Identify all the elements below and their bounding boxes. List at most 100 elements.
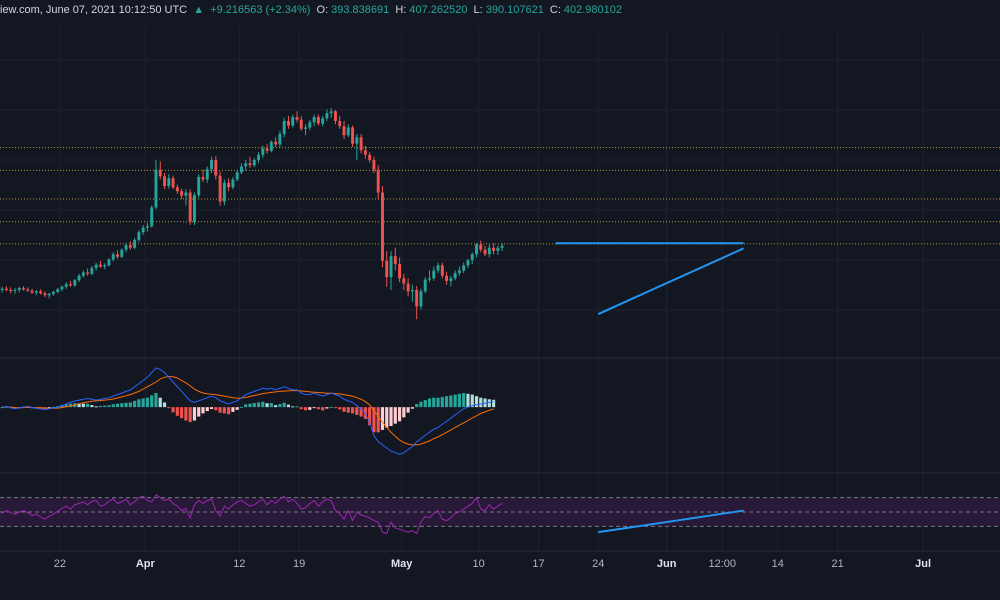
macd-histogram-bar (427, 398, 432, 408)
candle-body (34, 291, 38, 293)
macd-histogram-bar (415, 404, 419, 408)
rsi-line (1, 493, 503, 535)
macd-histogram-bar (397, 407, 402, 422)
macd-histogram-bar (51, 406, 56, 408)
macd-histogram-bar (64, 404, 68, 408)
macd-histogram-bar (457, 393, 461, 408)
macd-histogram-bar (389, 407, 393, 426)
macd-histogram-bar (359, 407, 363, 417)
macd-histogram-bar (103, 405, 107, 408)
x-tick-label: 12:00 (708, 558, 736, 570)
candle-body (103, 265, 107, 267)
candle-body (222, 182, 226, 202)
macd-histogram-bar (406, 407, 410, 413)
macd-histogram-bar (150, 395, 154, 408)
candle-body (145, 226, 149, 228)
x-tick-label: 19 (293, 558, 306, 570)
candle-body (312, 117, 316, 123)
candle-body (231, 179, 235, 188)
candle-body (98, 264, 102, 267)
macd-histogram-bar (440, 396, 444, 408)
macd-histogram-bar (402, 407, 406, 418)
macd-histogram-bar (278, 404, 282, 408)
macd-histogram-bar (192, 407, 197, 421)
candle-body (184, 192, 188, 196)
macd-histogram-bar (376, 407, 380, 433)
x-tick-label: 10 (472, 558, 485, 570)
candle-body (440, 265, 444, 276)
macd-histogram-bar (436, 397, 440, 408)
header-source: iew.com, June 07, 2021 10:12:50 UTC (0, 4, 188, 16)
macd-histogram-bar (94, 406, 98, 408)
candle-body (291, 117, 295, 126)
candle-body (385, 260, 389, 277)
macd-histogram-bar (449, 395, 453, 408)
macd-histogram-bar (231, 407, 235, 412)
candle-body (496, 247, 500, 251)
x-tick-label: 24 (592, 558, 605, 570)
macd-histogram-bar (154, 393, 158, 408)
candle-body (90, 267, 94, 274)
macd-histogram-bar (350, 407, 355, 414)
macd-histogram-bar (342, 407, 346, 412)
candle-body (299, 119, 303, 129)
macd-histogram-bar (333, 407, 338, 409)
candle-body (116, 254, 119, 257)
macd-histogram-bar (299, 407, 303, 410)
macd-histogram-bar (479, 397, 483, 408)
candle-body (252, 160, 256, 166)
candle-body (154, 169, 158, 208)
macd-histogram-bar (201, 407, 205, 414)
candle-body (171, 178, 175, 188)
candle-body (43, 293, 47, 296)
candle-body (342, 126, 346, 136)
candle-body (419, 291, 423, 307)
candle-body (269, 141, 273, 151)
candle-body (210, 160, 213, 170)
candle-body (205, 169, 209, 180)
macd-histogram-bar (492, 399, 496, 408)
macd-histogram-bar (77, 403, 81, 408)
candle-body (372, 160, 376, 170)
candle-body (346, 127, 350, 136)
macd-histogram-bar (107, 405, 111, 408)
candle-body (257, 154, 261, 160)
x-tick-label: 17 (532, 558, 545, 570)
candle-body (141, 227, 145, 233)
candle-body (445, 275, 449, 281)
macd-histogram-bar (256, 402, 261, 408)
macd-histogram-bar (295, 406, 299, 408)
macd-histogram-bar (227, 407, 231, 415)
candle-body (69, 284, 72, 286)
header-close-value: 402.980102 (563, 4, 623, 16)
macd-histogram-bar (432, 397, 436, 408)
x-tick-label: 14 (771, 558, 784, 570)
macd-histogram-bar (171, 407, 175, 413)
macd-histogram-bar (462, 393, 466, 408)
macd-histogram-bar (184, 407, 188, 421)
rsi-trend-line (598, 509, 744, 534)
candle-body (201, 176, 205, 180)
candle-body (282, 121, 286, 134)
candle-body (60, 286, 64, 290)
candle-body (261, 148, 265, 155)
ohlc-header: iew.com, June 07, 2021 10:12:50 UTC ▲ +9… (0, 2, 625, 18)
macd-histogram-bar (175, 407, 179, 416)
macd-histogram-bar (252, 403, 256, 408)
macd-histogram-bar (124, 402, 128, 408)
macd-histogram-bar (291, 406, 295, 408)
candle-body (363, 150, 367, 155)
candle-body (436, 265, 440, 271)
candle-body (128, 245, 132, 248)
candle-body (389, 256, 393, 277)
header-low-label: L: (473, 4, 483, 16)
candle-body (13, 290, 17, 291)
candle-body (453, 273, 457, 279)
macd-histogram-bar (453, 394, 457, 408)
header-open-value: 393.838691 (331, 4, 390, 16)
change-arrow-icon: ▲ (193, 4, 205, 16)
candle-body (39, 291, 43, 294)
candle-body (26, 289, 30, 291)
macd-histogram-bar (167, 407, 171, 409)
